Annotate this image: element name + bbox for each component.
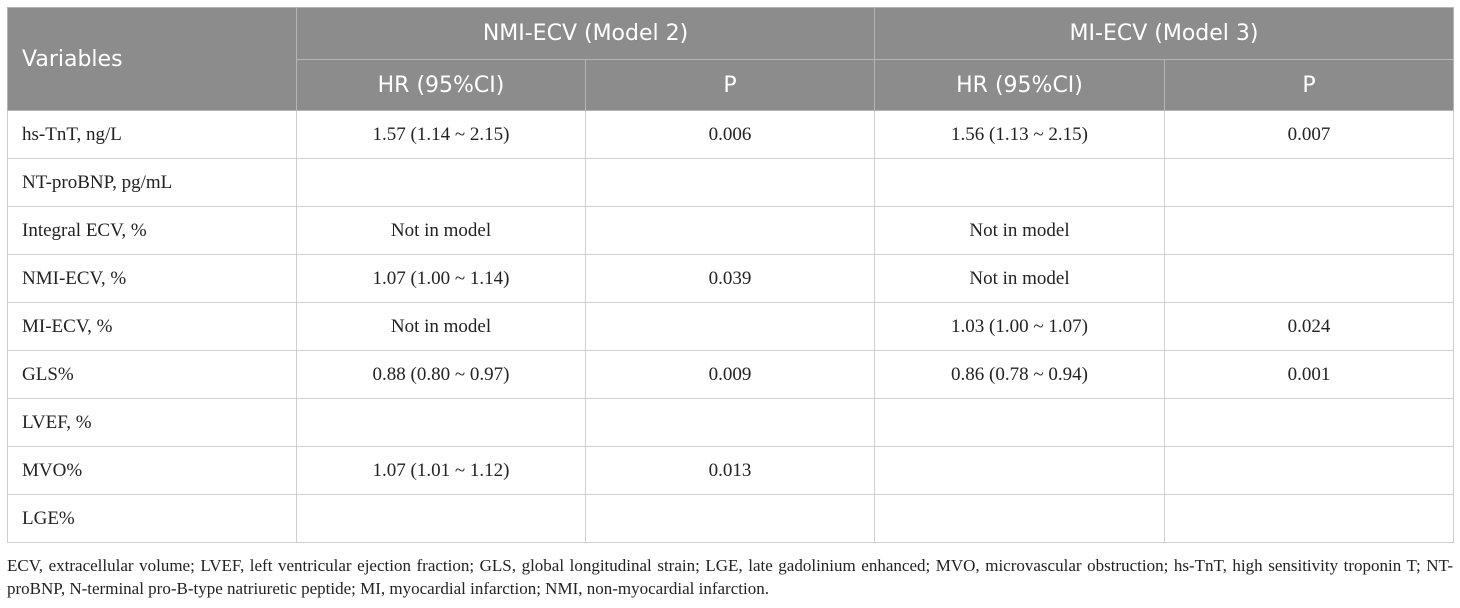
table-row: Integral ECV, % Not in model Not in mode… bbox=[7, 206, 1455, 255]
table-footnote: ECV, extracellular volume; LVEF, left ve… bbox=[7, 556, 1453, 598]
cell-p-model2 bbox=[584, 398, 876, 447]
cell-variable: NMI-ECV, % bbox=[7, 254, 297, 303]
cell-hr-model2 bbox=[296, 398, 586, 447]
header-model3: MI-ECV (Model 3) bbox=[874, 7, 1455, 60]
cell-hr-model3: Not in model bbox=[874, 206, 1166, 255]
cell-variable: hs-TnT, ng/L bbox=[7, 110, 297, 159]
table-header: Variables NMI-ECV (Model 2) MI-ECV (Mode… bbox=[7, 7, 1455, 111]
cell-variable: MI-ECV, % bbox=[7, 302, 297, 351]
table-row: MVO% 1.07 (1.01 ~ 1.12) 0.013 bbox=[7, 446, 1455, 495]
table-row: MI-ECV, % Not in model 1.03 (1.00 ~ 1.07… bbox=[7, 302, 1455, 351]
cell-hr-model2: 1.07 (1.00 ~ 1.14) bbox=[296, 254, 586, 303]
table-row: NMI-ECV, % 1.07 (1.00 ~ 1.14) 0.039 Not … bbox=[7, 254, 1455, 303]
cell-hr-model2 bbox=[296, 494, 586, 543]
table-row: hs-TnT, ng/L 1.57 (1.14 ~ 2.15) 0.006 1.… bbox=[7, 110, 1455, 159]
cell-p-model2 bbox=[584, 494, 876, 543]
cell-hr-model2: Not in model bbox=[296, 206, 586, 255]
results-table-container: Variables NMI-ECV (Model 2) MI-ECV (Mode… bbox=[7, 7, 1455, 543]
header-variables: Variables bbox=[7, 7, 297, 111]
cell-variable: LGE% bbox=[7, 494, 297, 543]
cell-hr-model2: 1.07 (1.01 ~ 1.12) bbox=[296, 446, 586, 495]
cell-p-model2 bbox=[584, 206, 876, 255]
cell-hr-model2 bbox=[296, 158, 586, 207]
cell-p-model2: 0.039 bbox=[584, 254, 876, 303]
cell-hr-model3: 0.86 (0.78 ~ 0.94) bbox=[874, 350, 1166, 399]
cell-hr-model3 bbox=[874, 398, 1166, 447]
cell-p-model3 bbox=[1164, 494, 1455, 543]
cell-hr-model3 bbox=[874, 494, 1166, 543]
cell-variable: LVEF, % bbox=[7, 398, 297, 447]
cell-p-model3 bbox=[1164, 158, 1455, 207]
cell-p-model3 bbox=[1164, 254, 1455, 303]
table-row: GLS% 0.88 (0.80 ~ 0.97) 0.009 0.86 (0.78… bbox=[7, 350, 1455, 399]
header-hr-model2: HR (95%CI) bbox=[296, 59, 586, 111]
cell-hr-model2: 1.57 (1.14 ~ 2.15) bbox=[296, 110, 586, 159]
cell-p-model3: 0.001 bbox=[1164, 350, 1455, 399]
header-model2: NMI-ECV (Model 2) bbox=[295, 7, 876, 60]
cell-variable: MVO% bbox=[7, 446, 297, 495]
table-row: LVEF, % bbox=[7, 398, 1455, 447]
cell-variable: GLS% bbox=[7, 350, 297, 399]
header-p-model3: P bbox=[1164, 59, 1455, 111]
cell-p-model3 bbox=[1164, 206, 1455, 255]
cell-hr-model3: 1.56 (1.13 ~ 2.15) bbox=[874, 110, 1166, 159]
cell-p-model3 bbox=[1164, 398, 1455, 447]
cell-p-model2: 0.006 bbox=[584, 110, 876, 159]
cell-p-model2 bbox=[584, 302, 876, 351]
cell-hr-model2: Not in model bbox=[296, 302, 586, 351]
cell-p-model3 bbox=[1164, 446, 1455, 495]
cell-hr-model2: 0.88 (0.80 ~ 0.97) bbox=[296, 350, 586, 399]
header-p-model2: P bbox=[584, 59, 876, 111]
cell-hr-model3: Not in model bbox=[874, 254, 1166, 303]
cell-hr-model3 bbox=[874, 446, 1166, 495]
cell-variable: NT-proBNP, pg/mL bbox=[7, 158, 297, 207]
cell-p-model3: 0.007 bbox=[1164, 110, 1455, 159]
table-row: NT-proBNP, pg/mL bbox=[7, 158, 1455, 207]
cell-p-model2: 0.013 bbox=[584, 446, 876, 495]
cell-variable: Integral ECV, % bbox=[7, 206, 297, 255]
header-hr-model3: HR (95%CI) bbox=[874, 59, 1166, 111]
cell-p-model2: 0.009 bbox=[584, 350, 876, 399]
table-body: hs-TnT, ng/L 1.57 (1.14 ~ 2.15) 0.006 1.… bbox=[7, 110, 1455, 543]
cell-hr-model3: 1.03 (1.00 ~ 1.07) bbox=[874, 302, 1166, 351]
table-row: LGE% bbox=[7, 494, 1455, 543]
cell-p-model3: 0.024 bbox=[1164, 302, 1455, 351]
cox-regression-table: Variables NMI-ECV (Model 2) MI-ECV (Mode… bbox=[7, 7, 1455, 543]
cell-hr-model3 bbox=[874, 158, 1166, 207]
cell-p-model2 bbox=[584, 158, 876, 207]
